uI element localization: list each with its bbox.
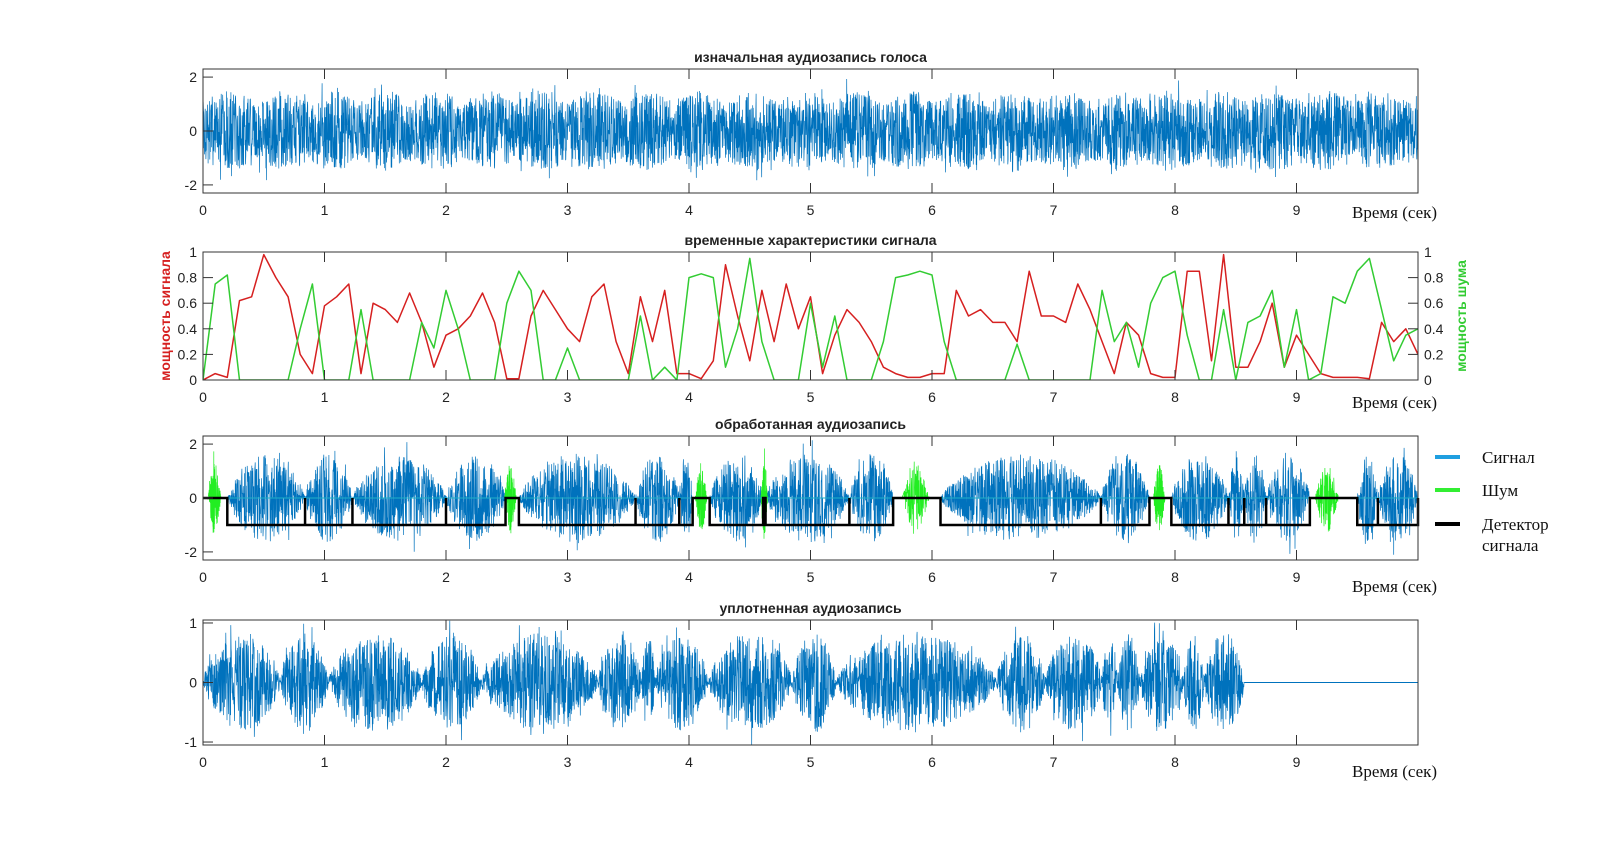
y-tick-label: 0.6 <box>178 295 198 311</box>
x-axis-label: Время (сек) <box>1352 393 1437 412</box>
panel-title: уплотненная аудиозапись <box>719 600 902 616</box>
plot-content <box>203 78 1418 181</box>
legend-label: Шум <box>1482 481 1518 500</box>
y-axis-label-right: мощность шума <box>1453 260 1469 372</box>
x-tick-label: 4 <box>685 754 693 770</box>
plot-content <box>203 253 1418 380</box>
x-axis-label: Время (сек) <box>1352 762 1437 781</box>
x-tick-label: 0 <box>199 202 207 218</box>
signal-power-line <box>203 253 1418 380</box>
y-tick-label: 0 <box>189 123 197 139</box>
waveform-noise-burst <box>901 461 930 534</box>
x-tick-label: 9 <box>1293 389 1301 405</box>
x-tick-label: 9 <box>1293 569 1301 585</box>
y-tick-label: 0 <box>189 372 197 388</box>
x-tick-label: 2 <box>442 202 450 218</box>
x-tick-label: 4 <box>685 389 693 405</box>
x-tick-label: 4 <box>685 202 693 218</box>
x-tick-label: 1 <box>321 202 329 218</box>
plot-content <box>203 620 1418 745</box>
panel-4: уплотненная аудиозапись 0 1 2 3 4 5 6 7 8 9 Время (… <box>185 600 1438 781</box>
x-axis-label: Время (сек) <box>1352 577 1437 596</box>
detector-line <box>203 496 1420 527</box>
x-tick-label: 0 <box>199 569 207 585</box>
x-tick-label: 8 <box>1171 754 1179 770</box>
x-tick-label: 3 <box>564 202 572 218</box>
plot-content <box>203 440 1418 555</box>
y-tick-label: 0.4 <box>178 321 198 337</box>
panel-title: обработанная аудиозапись <box>715 416 906 432</box>
x-tick-label: 7 <box>1050 569 1058 585</box>
y-tick-label: -2 <box>185 544 198 560</box>
x-tick-label: 3 <box>564 569 572 585</box>
waveform-original <box>203 78 1418 181</box>
y-tick-label: 0 <box>189 490 197 506</box>
legend-label: Детектор сигнала <box>1482 515 1549 555</box>
waveform-signal <box>203 440 1418 555</box>
x-tick-label: 1 <box>321 754 329 770</box>
x-tick-label: 9 <box>1293 754 1301 770</box>
y-tick-label-right: 0.2 <box>1424 346 1444 362</box>
x-tick-label: 6 <box>928 202 936 218</box>
x-axis-label: Время (сек) <box>1352 203 1437 222</box>
y-tick-label-right: 1 <box>1424 244 1432 260</box>
x-tick-label: 7 <box>1050 202 1058 218</box>
x-tick-label: 8 <box>1171 202 1179 218</box>
legend-label-line: сигнала <box>1482 536 1539 555</box>
x-tick-label: 6 <box>928 569 936 585</box>
waveform-noise-burst <box>1152 465 1166 531</box>
x-tick-label: 9 <box>1293 202 1301 218</box>
x-tick-label: 5 <box>807 202 815 218</box>
x-tick-label: 5 <box>807 389 815 405</box>
x-tick-label: 8 <box>1171 389 1179 405</box>
x-tick-label: 5 <box>807 754 815 770</box>
panel-title: изначальная аудиозапись голоса <box>694 49 927 65</box>
y-tick-label-right: 0.4 <box>1424 321 1444 337</box>
y-tick-label: 2 <box>189 436 197 452</box>
waveform-noise-burst <box>1314 467 1340 532</box>
x-tick-label: 5 <box>807 569 815 585</box>
legend-label: Сигнал <box>1482 448 1535 467</box>
y-tick-label: 0.2 <box>178 346 198 362</box>
x-tick-label: 0 <box>199 754 207 770</box>
y-axis-label-left: мощность сигнала <box>157 251 173 381</box>
y-tick-label: 0.8 <box>178 270 198 286</box>
y-tick-label-right: 0.6 <box>1424 295 1444 311</box>
x-tick-label: 4 <box>685 569 693 585</box>
x-tick-label: 1 <box>321 569 329 585</box>
legend-label-line: Детектор <box>1482 515 1549 534</box>
x-tick-label: 8 <box>1171 569 1179 585</box>
panel-3: обработанная аудиозапись 0 1 2 3 4 5 6 7 8 9 Время … <box>185 416 1438 596</box>
x-tick-label: 7 <box>1050 754 1058 770</box>
noise-power-line <box>203 257 1418 380</box>
y-tick-label: 1 <box>189 615 197 631</box>
panel-1: изначальная аудиозапись голоса 0 1 2 3 4 5 6 7 8 9… <box>185 49 1438 222</box>
y-tick-label: 2 <box>189 69 197 85</box>
waveform-noise-burst <box>207 451 222 533</box>
x-tick-label: 6 <box>928 389 936 405</box>
x-tick-label: 2 <box>442 569 450 585</box>
x-tick-label: 6 <box>928 754 936 770</box>
x-tick-label: 7 <box>1050 389 1058 405</box>
x-tick-label: 1 <box>321 389 329 405</box>
x-tick-label: 3 <box>564 754 572 770</box>
y-tick-label: 1 <box>189 244 197 260</box>
x-tick-label: 0 <box>199 389 207 405</box>
y-tick-label-right: 0.8 <box>1424 270 1444 286</box>
x-tick-label: 3 <box>564 389 572 405</box>
waveform-compressed <box>203 620 1245 745</box>
y-tick-label-right: 0 <box>1424 372 1432 388</box>
panel-title: временные характеристики сигнала <box>684 232 936 248</box>
x-tick-label: 2 <box>442 754 450 770</box>
x-tick-label: 2 <box>442 389 450 405</box>
y-tick-label: -1 <box>185 734 198 750</box>
waveform-noise-burst <box>694 463 708 530</box>
y-tick-label: -2 <box>185 177 198 193</box>
legend: Сигнал Шум Детектор сигнала <box>1435 448 1549 555</box>
panel-2: временные характеристики сигнала 0 1 2 3 4 5 6 7… <box>157 232 1469 412</box>
y-tick-label: 0 <box>189 675 197 691</box>
